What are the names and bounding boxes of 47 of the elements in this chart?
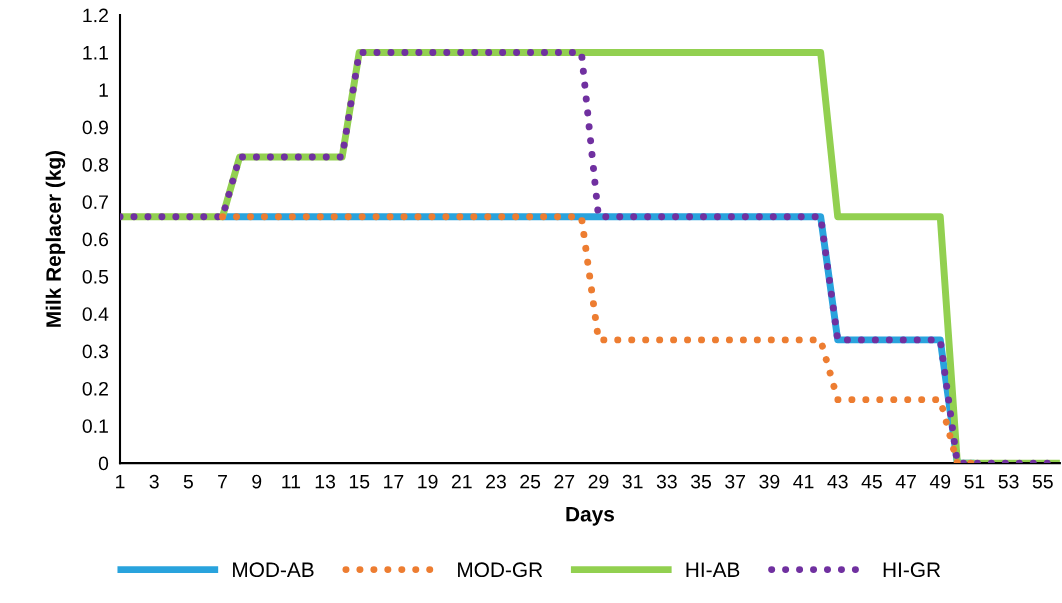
y-tick-label: 0.1 [82,419,108,434]
x-tick-label: 47 [895,474,916,489]
y-tick-label: 0.3 [82,344,109,359]
legend-label: HI-GR [883,562,941,578]
x-tick-label: 49 [929,474,951,489]
y-tick-label: 0 [98,456,109,471]
x-tick-label: 21 [451,474,472,489]
y-axis-title: Milk Replacer (kg) [45,150,66,327]
y-tick-label: 1.2 [83,8,108,23]
x-tick-label: 7 [218,474,227,489]
x-tick-label: 45 [861,474,882,489]
x-tick-label: 43 [827,474,848,489]
x-tick-label: 41 [793,474,814,489]
x-tick-label: 17 [384,474,404,489]
x-tick-label: 5 [183,474,193,489]
x-tick-label: 27 [554,474,575,489]
x-tick-label: 25 [520,474,541,489]
x-tick-label: 9 [252,474,262,489]
x-axis-title: Days [566,506,614,526]
y-tick-label: 0.4 [82,307,109,321]
x-tick-label: 53 [998,474,1019,489]
x-tick-label: 39 [759,474,780,489]
y-tick-label: 1.1 [83,46,108,60]
x-tick-label: 11 [282,474,301,489]
x-tick-label: 23 [486,474,506,489]
x-tick-label: 19 [418,474,438,489]
x-tick-label: 55 [1032,474,1053,489]
y-tick-label: 0.5 [82,269,109,284]
x-tick-label: 37 [725,474,746,489]
legend-label: MOD-GR [458,562,543,578]
y-tick-label: 0.9 [82,120,108,135]
x-tick-label: 33 [656,474,677,489]
legend-label: MOD-AB [233,562,314,578]
y-tick-label: 1 [99,83,108,97]
x-tick-label: 29 [588,474,609,489]
x-tick-label: 1 [116,474,125,489]
y-tick-label: 0.6 [82,232,109,247]
x-tick-label: 15 [349,474,370,489]
x-tick-label: 35 [690,474,712,489]
x-tick-label: 3 [149,474,159,489]
x-tick-label: 51 [964,474,985,489]
legend-label: HI-AB [686,562,740,577]
y-tick-label: 0.2 [82,381,108,396]
x-tick-label: 13 [315,474,336,489]
y-tick-label: 0.7 [82,195,108,209]
x-tick-label: 31 [622,474,643,489]
y-tick-label: 0.8 [82,157,109,172]
